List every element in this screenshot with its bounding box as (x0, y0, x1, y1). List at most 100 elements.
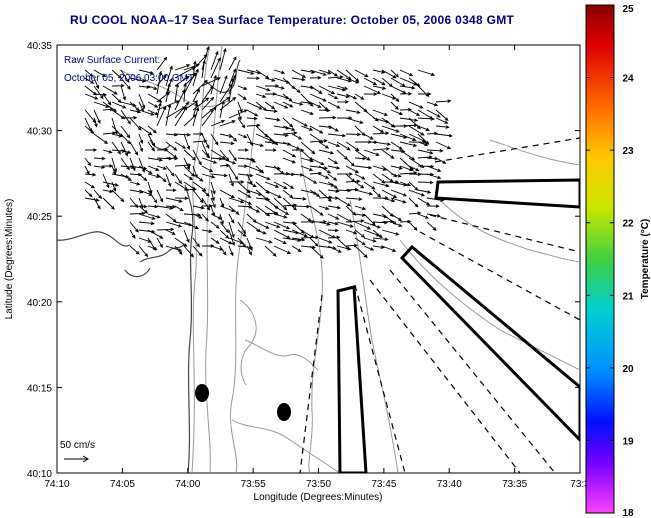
current-arrow (264, 92, 277, 96)
current-arrow (264, 117, 281, 122)
current-arrow (228, 68, 237, 87)
colorbar-tick-label: 25 (622, 4, 634, 15)
current-arrow (372, 181, 390, 188)
current-arrow (300, 165, 314, 171)
current-arrow (120, 69, 130, 83)
current-arrow (237, 109, 242, 121)
current-arrow (219, 229, 230, 239)
current-arrow (174, 141, 187, 149)
current-arrow (381, 197, 396, 203)
restricted-areas (336, 178, 580, 473)
current-arrow (210, 189, 215, 202)
current-arrow (192, 149, 202, 166)
current-arrow (84, 172, 97, 177)
current-arrow (93, 156, 106, 161)
current-arrow (129, 141, 139, 156)
site-marker (195, 384, 209, 402)
current-arrow (237, 245, 253, 249)
current-arrow (390, 189, 408, 197)
y-tick-label: 40:30 (27, 127, 52, 138)
current-arrow (210, 149, 226, 160)
current-arrow (318, 205, 330, 210)
current-arrow (282, 197, 297, 211)
current-arrow (129, 157, 136, 172)
current-arrow (219, 149, 230, 162)
current-arrow (273, 181, 288, 190)
current-arrow (282, 125, 296, 131)
current-arrow (390, 221, 403, 227)
current-arrow (318, 141, 330, 149)
current-arrow (264, 77, 276, 82)
current-arrow (300, 157, 314, 163)
current-arrow (264, 245, 277, 257)
current-arrow (354, 165, 373, 170)
current-arrow (129, 245, 140, 255)
current-arrow (381, 149, 395, 159)
current-arrow (363, 149, 380, 156)
current-arrow (219, 163, 231, 168)
current-arrow (228, 165, 239, 181)
current-arrow (84, 125, 95, 134)
current-arrow (192, 181, 207, 192)
current-arrow (147, 125, 157, 134)
current-arrow (147, 229, 164, 239)
map-title: RU COOL NOAA–17 Sea Surface Temperature:… (70, 13, 515, 27)
current-arrow (354, 93, 365, 100)
current-arrow (210, 197, 216, 209)
current-arrow (84, 69, 94, 77)
current-arrow (84, 157, 92, 167)
current-arrow (372, 125, 385, 133)
current-arrow (111, 83, 125, 88)
current-arrow (156, 165, 168, 170)
current-arrow (327, 69, 339, 77)
current-arrow (309, 101, 322, 108)
current-arrow (426, 173, 442, 180)
current-arrow (237, 117, 246, 129)
colorbar-tick-label: 23 (622, 146, 634, 157)
current-arrow (327, 157, 338, 165)
current-arrow (246, 109, 259, 117)
current-arrow (390, 69, 400, 78)
y-axis-ticks: 40:35 40:30 40:25 40:20 40:15 40:10 (27, 41, 580, 480)
current-arrow (345, 132, 362, 137)
current-arrow (129, 221, 139, 233)
current-arrow (246, 157, 257, 163)
current-arrow (156, 205, 174, 210)
current-arrow (255, 221, 270, 229)
current-arrow (345, 165, 360, 174)
current-arrow (273, 77, 291, 84)
current-arrow (318, 165, 332, 174)
current-arrow (318, 237, 333, 244)
current-arrow (147, 181, 153, 195)
current-arrow (435, 99, 452, 103)
current-arrow (219, 75, 228, 95)
current-arrow (273, 101, 289, 109)
current-arrow (111, 101, 127, 109)
current-arrow (120, 157, 130, 171)
current-arrow (174, 64, 191, 71)
current-arrow (381, 229, 400, 236)
current-arrow (327, 221, 339, 226)
current-arrow (201, 149, 211, 159)
current-arrow (336, 85, 349, 90)
current-arrow (93, 109, 101, 124)
current-arrow (417, 213, 430, 219)
current-arrow (147, 133, 156, 148)
current-arrow (174, 245, 183, 256)
current-arrow (192, 205, 205, 210)
current-arrow (372, 141, 392, 146)
current-arrow (399, 219, 412, 224)
y-tick-label: 40:15 (27, 383, 52, 394)
current-arrow (354, 221, 372, 230)
current-arrow (426, 165, 442, 172)
current-arrow (165, 82, 171, 103)
current-arrow (165, 204, 177, 209)
current-arrow (165, 197, 183, 203)
current-arrow (372, 131, 390, 136)
current-arrow (327, 228, 340, 233)
current-arrow (282, 181, 295, 189)
current-arrow (273, 69, 286, 75)
current-arrow (138, 101, 144, 112)
current-arrow (246, 237, 253, 252)
